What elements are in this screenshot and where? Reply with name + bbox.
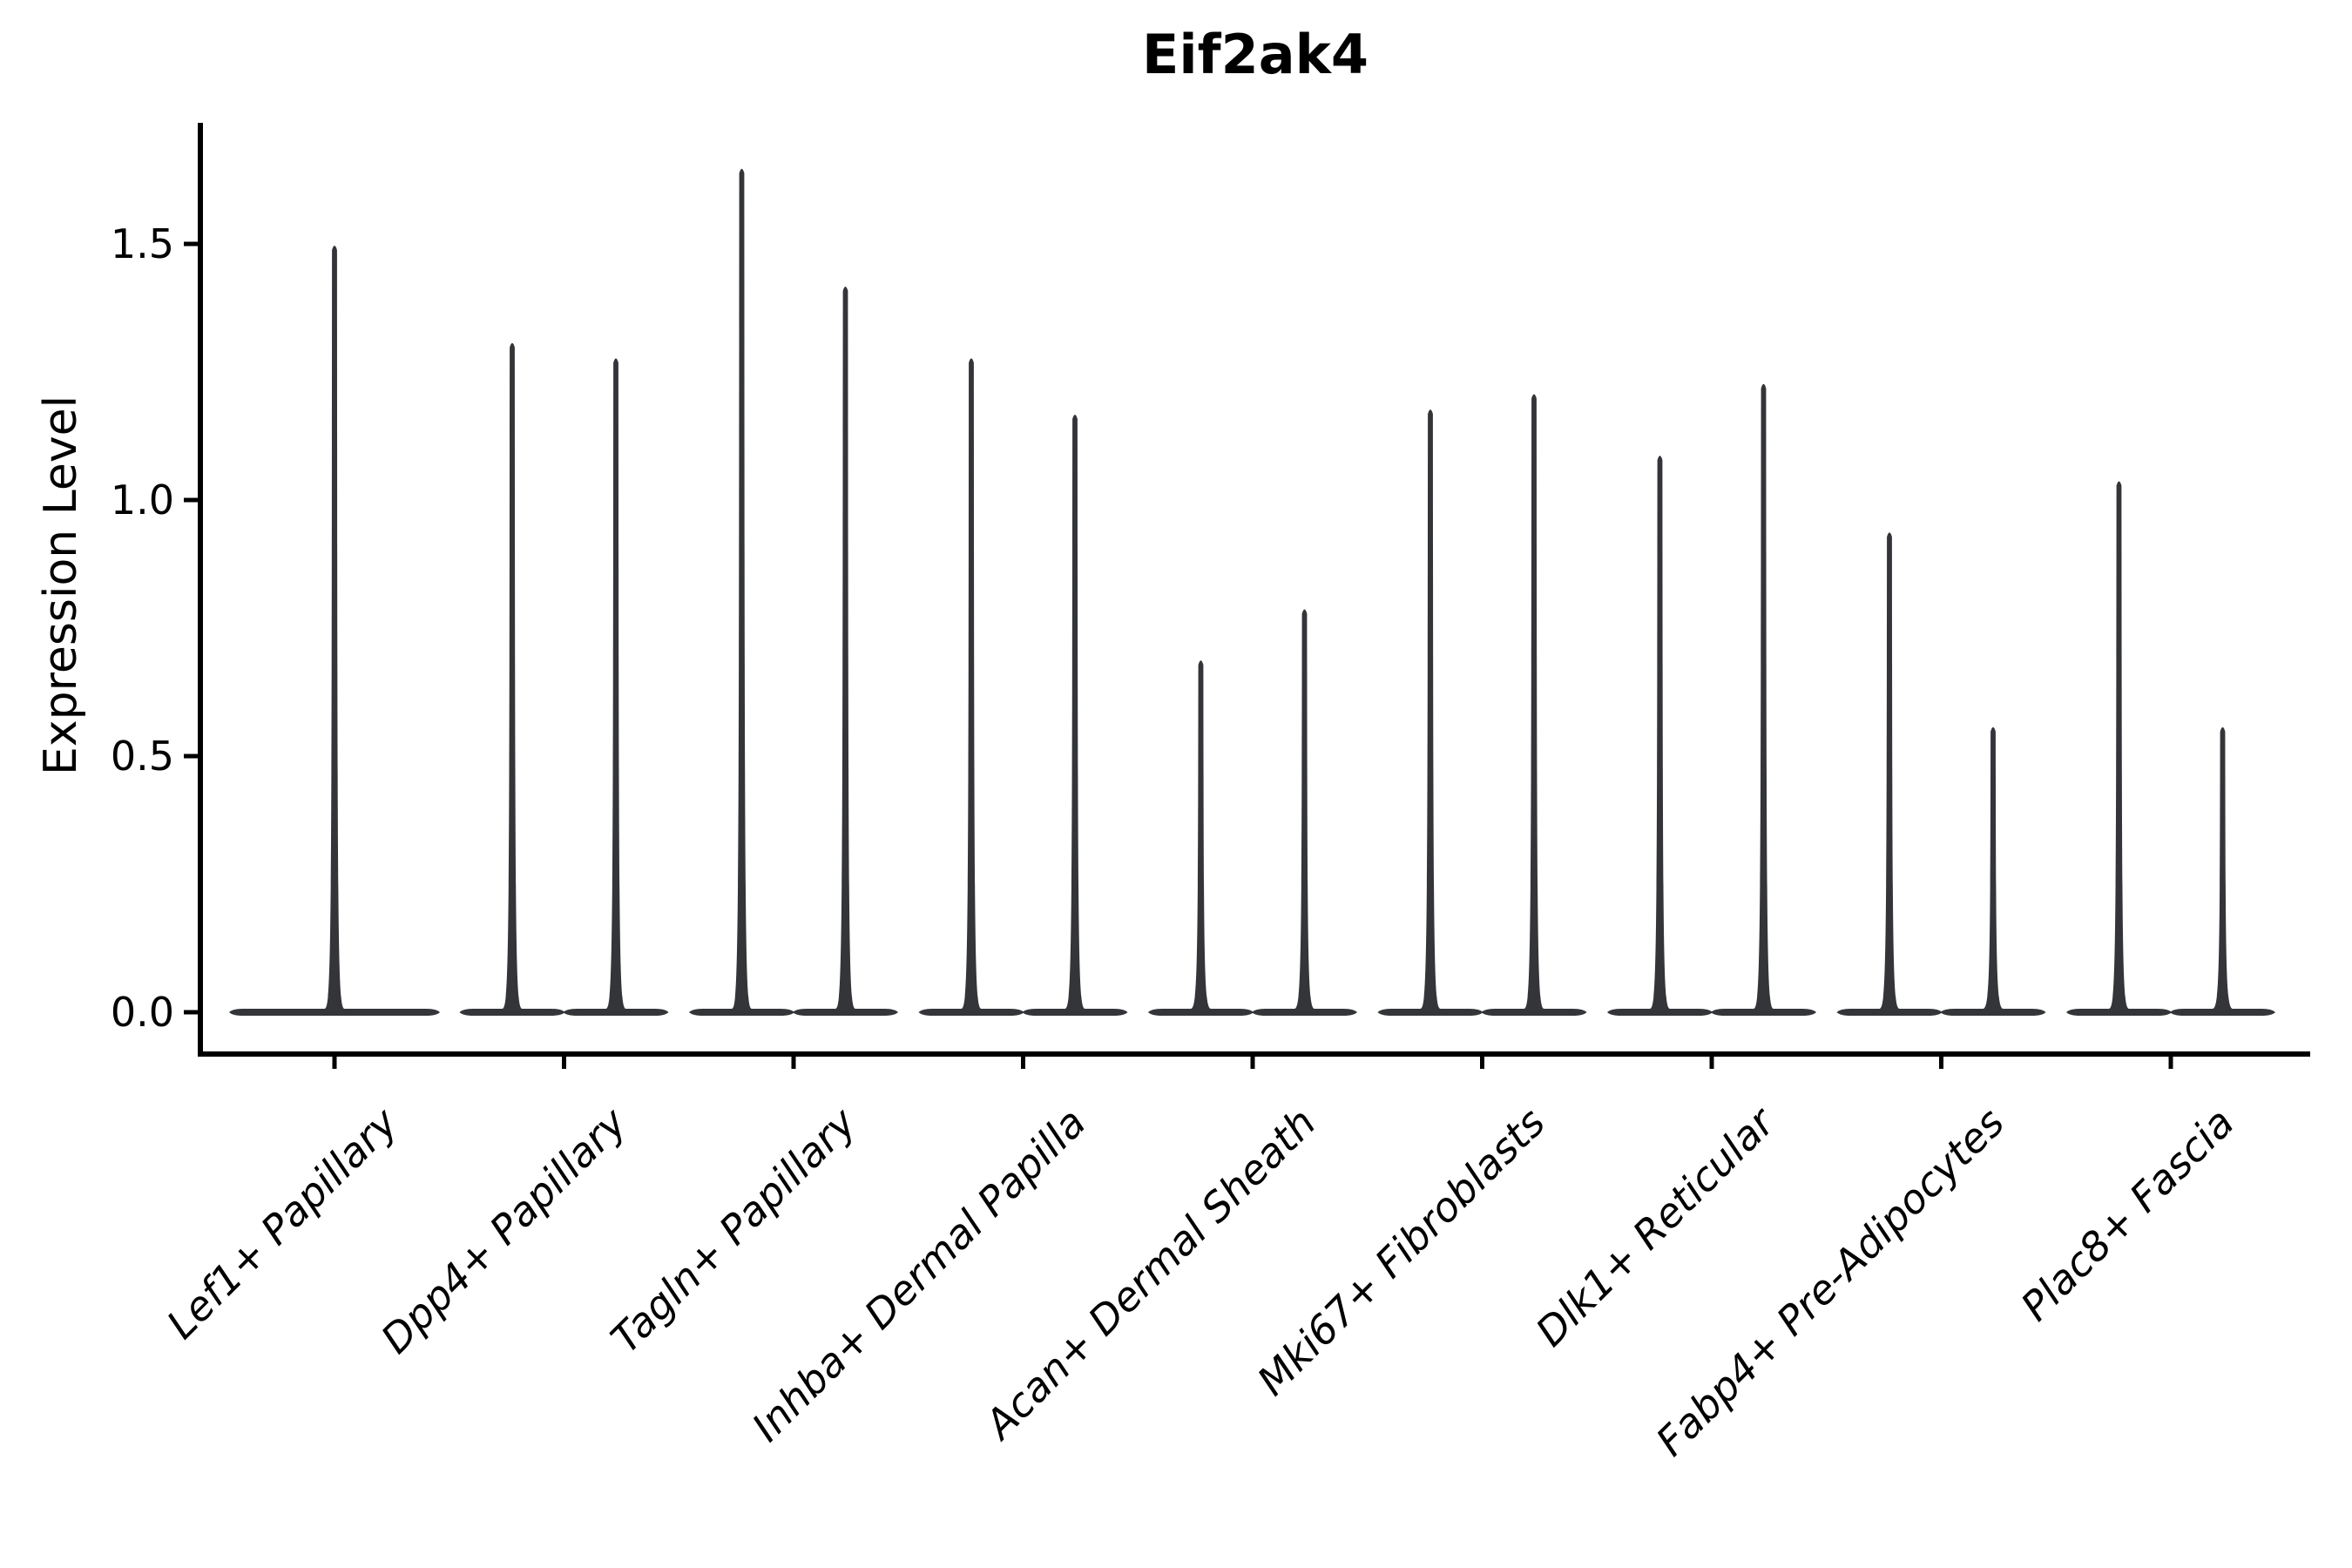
x-tick-mark — [1709, 1057, 1714, 1069]
y-tick-label: 0.0 — [110, 989, 174, 1036]
x-axis-spine — [198, 1051, 2310, 1057]
violin — [2170, 727, 2275, 1016]
y-tick-mark — [184, 1010, 198, 1015]
y-axis-spine — [198, 123, 203, 1057]
x-tick-mark — [562, 1057, 566, 1069]
x-tick-mark — [791, 1057, 796, 1069]
violin — [563, 358, 669, 1016]
violin — [793, 287, 898, 1016]
x-tick-mark — [1021, 1057, 1025, 1069]
y-tick-mark — [184, 241, 198, 247]
violin — [1607, 456, 1713, 1016]
y-tick-label: 1.0 — [110, 476, 174, 524]
x-tick-mark — [332, 1057, 337, 1069]
violin — [1252, 609, 1357, 1016]
violin — [918, 358, 1024, 1016]
violin — [1836, 532, 1943, 1016]
violin — [689, 168, 794, 1017]
violin — [459, 342, 565, 1017]
x-tick-mark — [2168, 1057, 2173, 1069]
violin — [1711, 383, 1816, 1016]
x-tick-mark — [1250, 1057, 1255, 1069]
violin — [1481, 394, 1587, 1016]
violin — [1148, 660, 1254, 1016]
x-tick-mark — [1939, 1057, 1943, 1069]
violin — [1377, 409, 1484, 1016]
y-tick-mark — [184, 497, 198, 503]
chart-title: Eif2ak4 — [1142, 23, 1369, 86]
y-tick-label: 1.5 — [110, 220, 174, 267]
y-tick-mark — [184, 754, 198, 759]
y-tick-label: 0.5 — [110, 733, 174, 780]
violin — [229, 246, 440, 1016]
x-tick-mark — [1480, 1057, 1484, 1069]
violin — [2066, 481, 2172, 1016]
violin — [1940, 727, 2046, 1016]
violin — [1022, 415, 1128, 1016]
